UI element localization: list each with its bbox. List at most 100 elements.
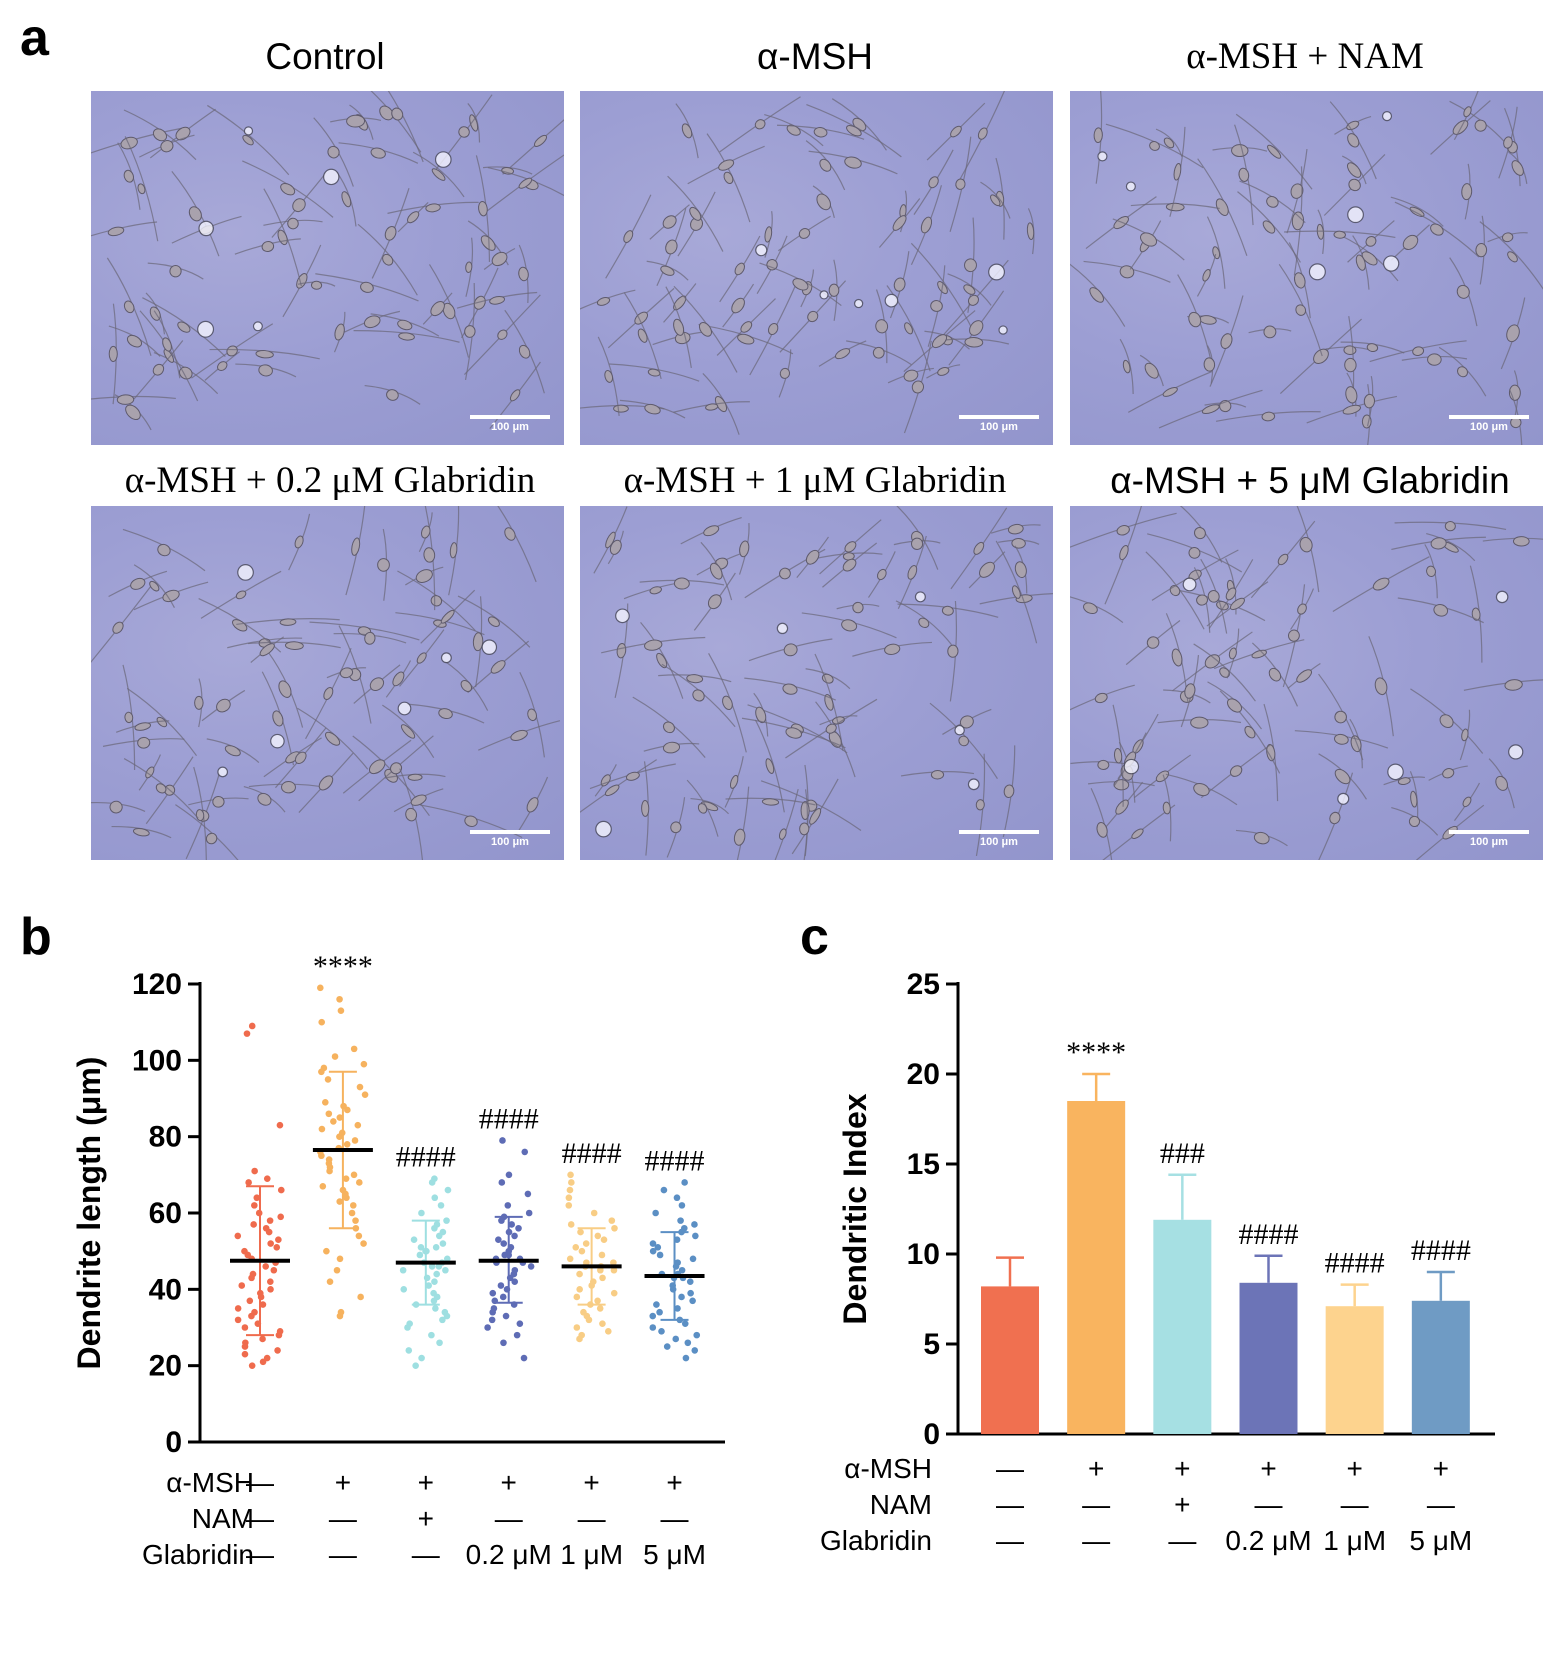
data-point bbox=[573, 1293, 581, 1301]
cell-body bbox=[662, 741, 681, 754]
significance-label: **** bbox=[1066, 1036, 1126, 1069]
treatment-cell: + bbox=[1346, 1453, 1362, 1484]
cell-body bbox=[1262, 220, 1276, 234]
cell-body bbox=[1140, 232, 1158, 247]
data-point bbox=[259, 1358, 267, 1366]
cell-body bbox=[767, 322, 779, 336]
cell-body bbox=[384, 225, 397, 241]
cell-body bbox=[152, 128, 168, 142]
treatment-row-label: Glabridin bbox=[820, 1525, 932, 1556]
cell-body bbox=[292, 198, 306, 213]
bar bbox=[1153, 1219, 1212, 1434]
cell-body bbox=[294, 751, 307, 764]
cell-body bbox=[1184, 683, 1196, 699]
treatment-cell: + bbox=[335, 1467, 351, 1498]
treatment-cell: — bbox=[661, 1503, 689, 1534]
data-point bbox=[350, 1171, 358, 1179]
cell-body bbox=[1504, 679, 1523, 691]
bubble bbox=[1508, 744, 1524, 760]
bubble bbox=[954, 724, 965, 736]
data-point bbox=[654, 1244, 662, 1251]
treatment-cell: + bbox=[1174, 1489, 1190, 1520]
cell-process bbox=[133, 564, 175, 608]
data-point bbox=[352, 1217, 359, 1224]
data-point bbox=[253, 1194, 261, 1202]
data-point bbox=[360, 1060, 368, 1068]
cell-body bbox=[490, 660, 506, 674]
cell-body bbox=[489, 295, 506, 305]
cell-body bbox=[842, 558, 857, 572]
y-tick-label: 10 bbox=[907, 1238, 940, 1271]
cell-process bbox=[1390, 196, 1444, 227]
data-point bbox=[691, 1221, 698, 1228]
data-point bbox=[498, 1217, 505, 1224]
data-point bbox=[356, 1179, 363, 1186]
data-point bbox=[674, 1305, 681, 1312]
cell-body bbox=[1329, 811, 1341, 825]
cell-body bbox=[120, 136, 138, 150]
cell-body bbox=[438, 708, 453, 720]
treatment-cell: 0.2 μM bbox=[466, 1539, 552, 1570]
data-point bbox=[400, 1286, 408, 1293]
cell-process bbox=[502, 119, 564, 175]
data-point bbox=[245, 1179, 252, 1186]
cell-body bbox=[950, 125, 962, 138]
data-point bbox=[691, 1347, 699, 1354]
bubble bbox=[270, 733, 285, 749]
cell-body bbox=[472, 632, 484, 652]
cell-body bbox=[205, 832, 218, 845]
cell-body bbox=[1193, 527, 1206, 540]
cell-body bbox=[1463, 106, 1472, 118]
chart-b-dendrite-length: b 0 20 40 60 80 100 120 Dendrite length (μm) ****… bbox=[20, 908, 725, 1570]
data-point bbox=[443, 1312, 451, 1320]
data-point bbox=[266, 1217, 274, 1224]
data-point bbox=[663, 1343, 671, 1350]
cell-body bbox=[157, 543, 171, 557]
cell-body bbox=[1083, 602, 1098, 615]
data-point bbox=[318, 1068, 325, 1076]
cell-body bbox=[846, 125, 862, 137]
cell-body bbox=[1094, 692, 1108, 704]
data-point bbox=[578, 1247, 586, 1255]
cell-body bbox=[1171, 648, 1183, 667]
data-point bbox=[349, 1202, 357, 1209]
significance-label: #### bbox=[1239, 1218, 1299, 1251]
cell-body bbox=[255, 349, 274, 359]
data-point bbox=[658, 1328, 665, 1335]
bubble bbox=[884, 293, 899, 308]
micrograph-msh: 100 μm bbox=[580, 91, 1053, 445]
cell-body bbox=[487, 616, 500, 627]
cell-body bbox=[809, 808, 822, 825]
cell-body bbox=[783, 643, 798, 657]
cell-process bbox=[690, 797, 729, 815]
cell-body bbox=[323, 687, 334, 700]
cell-body bbox=[1430, 537, 1447, 550]
cell-body bbox=[1263, 325, 1277, 339]
cell-body bbox=[1131, 828, 1144, 840]
data-point bbox=[649, 1324, 657, 1331]
data-point bbox=[649, 1247, 657, 1255]
bubble bbox=[1308, 263, 1326, 281]
cell-body bbox=[400, 724, 416, 739]
data-point bbox=[336, 1312, 344, 1320]
cell-body bbox=[893, 277, 906, 292]
cell-body bbox=[1144, 362, 1159, 379]
data-point bbox=[489, 1308, 496, 1316]
cell-body bbox=[509, 389, 521, 402]
cell-body bbox=[662, 215, 677, 229]
treatment-row-label: α-MSH bbox=[166, 1467, 254, 1498]
cell-body bbox=[339, 667, 354, 679]
cell-body bbox=[798, 228, 811, 239]
cell-body bbox=[364, 631, 376, 645]
cell-body bbox=[1193, 782, 1210, 797]
data-point bbox=[431, 1224, 438, 1232]
cell-body bbox=[1295, 304, 1307, 316]
cell-body bbox=[469, 114, 479, 132]
cell-body bbox=[689, 206, 702, 221]
cell-body bbox=[930, 770, 945, 780]
data-point bbox=[344, 1106, 351, 1114]
data-point bbox=[656, 1308, 663, 1316]
treatment-cell: — bbox=[412, 1539, 440, 1570]
cell-process bbox=[175, 804, 239, 860]
cell-body bbox=[112, 621, 124, 634]
